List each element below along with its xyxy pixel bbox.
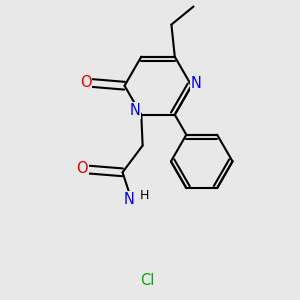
Text: N: N <box>124 192 135 207</box>
Text: N: N <box>191 76 202 91</box>
Text: Cl: Cl <box>140 273 155 288</box>
Text: O: O <box>76 161 88 176</box>
Text: O: O <box>80 75 92 90</box>
Text: N: N <box>129 103 140 118</box>
Text: H: H <box>140 189 149 202</box>
